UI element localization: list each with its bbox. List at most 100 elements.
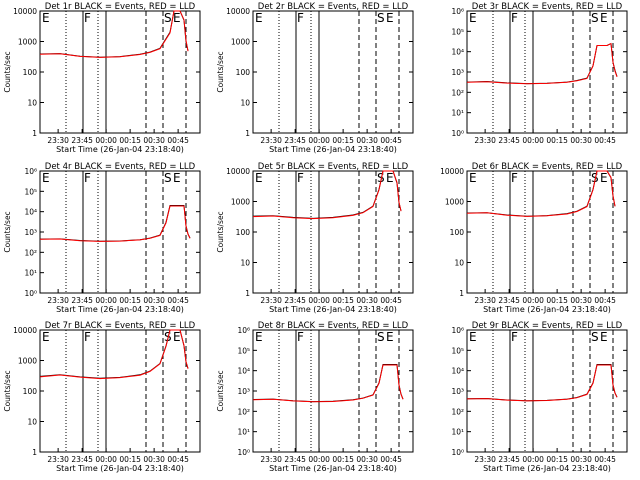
x-tick-label: 00:15 [332, 296, 354, 305]
y-tick-label: 10⁴ [451, 367, 464, 376]
time-marker-label: E [255, 171, 263, 185]
x-tick-label: 00:15 [546, 455, 568, 464]
x-tick-label: 23:45 [498, 136, 520, 145]
y-axis-label: Counts/sec [216, 51, 225, 92]
series-lld [39, 10, 189, 58]
x-tick-label: 23:45 [498, 296, 520, 305]
time-marker-label: F [297, 11, 304, 25]
x-tick-label: 00:00 [308, 455, 330, 464]
time-marker-label: E [386, 11, 394, 25]
series-events [252, 364, 404, 403]
y-tick-label: 10¹ [237, 428, 250, 437]
y-tick-label: 10⁵ [237, 346, 250, 355]
y-tick-label: 1000 [231, 198, 250, 207]
chart-panel-8: Det 8r BLACK = Events, RED = LLD 10⁰ 10¹ 10… [216, 321, 414, 473]
time-marker-label: S [164, 11, 172, 25]
x-tick-label: 00:30 [143, 455, 165, 464]
x-tick-label: 23:30 [474, 455, 496, 464]
y-tick-label: 10⁰ [451, 129, 464, 138]
y-tick-label: 10⁰ [451, 448, 464, 457]
x-tick-label: 00:00 [95, 455, 117, 464]
chart-title: Det 6r BLACK = Events, RED = LLD [472, 162, 623, 172]
x-tick-label: 00:45 [167, 455, 189, 464]
time-marker-label: S [377, 330, 385, 344]
time-marker-label: E [255, 330, 263, 344]
x-tick-label: 23:45 [284, 296, 306, 305]
x-tick-label: 00:30 [356, 296, 378, 305]
y-tick-label: 100 [236, 228, 251, 237]
x-tick-label: 00:15 [546, 296, 568, 305]
y-tick-label: 10 [27, 418, 37, 427]
y-tick-label: 10¹ [451, 428, 464, 437]
x-tick-label: 23:45 [71, 136, 93, 145]
time-marker-label: E [600, 330, 608, 344]
series-events [466, 364, 618, 402]
time-marker-label: F [511, 330, 518, 344]
x-tick-label: 00:15 [119, 136, 141, 145]
x-axis-label: Start Time (26-Jan-04 23:18:40) [483, 305, 611, 314]
x-tick-label: 00:30 [570, 136, 592, 145]
x-tick-label: 00:15 [546, 136, 568, 145]
x-tick-label: 00:15 [119, 296, 141, 305]
time-marker-label: E [469, 171, 477, 185]
time-marker-label: E [42, 171, 50, 185]
y-tick-label: 10 [27, 99, 37, 108]
time-marker-label: S [377, 171, 385, 185]
x-tick-label: 00:00 [308, 296, 330, 305]
time-marker-label: E [173, 171, 181, 185]
y-tick-label: 10⁵ [451, 27, 464, 36]
chart-panel-5: Det 5r BLACK = Events, RED = LLD 1 10 100 10… [216, 162, 414, 314]
y-tick-label: 10² [451, 407, 464, 416]
y-axis-label: Counts/sec [3, 51, 12, 92]
y-tick-label: 10³ [451, 387, 464, 396]
x-tick-label: 23:45 [71, 296, 93, 305]
chart-panel-4: Det 4r BLACK = Events, RED = LLD 10⁰ 10¹ 10… [3, 162, 201, 314]
x-tick-label: 23:45 [284, 455, 306, 464]
x-axis-label: Start Time (26-Jan-04 23:18:40) [269, 305, 397, 314]
x-axis-label: Start Time (26-Jan-04 23:18:40) [483, 464, 611, 473]
time-marker-label: E [173, 330, 181, 344]
time-marker-label: F [84, 171, 91, 185]
chart-title: Det 9r BLACK = Events, RED = LLD [472, 321, 623, 331]
y-tick-label: 10⁶ [24, 167, 37, 176]
x-tick-label: 23:30 [47, 455, 69, 464]
time-marker-label: F [511, 171, 518, 185]
y-axis-label: Counts/sec [3, 211, 12, 252]
series-events [39, 205, 191, 242]
x-tick-label: 00:00 [95, 136, 117, 145]
y-tick-label: 1 [32, 448, 37, 457]
time-marker-label: E [255, 11, 263, 25]
time-marker-label: E [386, 330, 394, 344]
y-tick-label: 1 [245, 289, 250, 298]
y-tick-label: 100 [23, 387, 38, 396]
plot-frame [466, 170, 628, 294]
y-tick-label: 1 [245, 129, 250, 138]
y-axis-label: Counts/sec [216, 211, 225, 252]
y-axis-label: Counts/sec [216, 370, 225, 411]
y-tick-label: 10 [240, 99, 250, 108]
chart-title: Det 8r BLACK = Events, RED = LLD [258, 321, 409, 331]
x-tick-label: 00:45 [167, 136, 189, 145]
y-tick-label: 10⁶ [237, 326, 250, 335]
y-tick-label: 10⁰ [24, 289, 37, 298]
plot-frame [466, 10, 628, 134]
y-tick-label: 1 [32, 129, 37, 138]
time-marker-label: S [377, 11, 385, 25]
time-marker-label: E [469, 11, 477, 25]
y-tick-label: 10² [451, 88, 464, 97]
y-tick-label: 100 [450, 228, 465, 237]
x-tick-label: 00:15 [332, 136, 354, 145]
time-marker-label: S [164, 171, 172, 185]
x-tick-label: 23:45 [71, 455, 93, 464]
y-tick-label: 10 [240, 259, 250, 268]
plot-frame [252, 10, 414, 134]
x-tick-label: 23:30 [474, 136, 496, 145]
x-tick-label: 23:30 [47, 296, 69, 305]
x-tick-label: 00:15 [119, 455, 141, 464]
time-marker-label: S [591, 330, 599, 344]
series-lld [466, 170, 616, 217]
chart-title: Det 4r BLACK = Events, RED = LLD [45, 162, 196, 172]
plot-frame [39, 170, 201, 294]
x-tick-label: 23:30 [474, 296, 496, 305]
